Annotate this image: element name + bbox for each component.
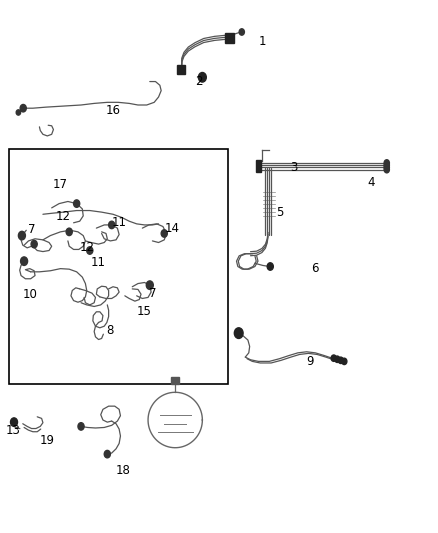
Bar — [171, 377, 179, 384]
Text: 17: 17 — [53, 179, 68, 191]
Circle shape — [384, 164, 389, 171]
Circle shape — [78, 423, 84, 430]
Bar — [9, 149, 228, 384]
Text: 6: 6 — [311, 262, 318, 274]
Text: 11: 11 — [112, 216, 127, 229]
Circle shape — [267, 263, 273, 270]
Text: 7: 7 — [28, 223, 35, 236]
Circle shape — [198, 72, 206, 82]
Text: 7: 7 — [148, 287, 156, 300]
Circle shape — [161, 230, 167, 237]
Text: 10: 10 — [22, 288, 37, 301]
Circle shape — [384, 166, 389, 173]
Circle shape — [234, 328, 243, 338]
Text: 18: 18 — [116, 464, 131, 477]
Bar — [177, 65, 185, 74]
Text: 14: 14 — [164, 222, 179, 235]
Text: 16: 16 — [106, 104, 120, 117]
Text: 12: 12 — [56, 211, 71, 223]
Circle shape — [20, 104, 26, 112]
Circle shape — [335, 356, 340, 362]
Circle shape — [104, 450, 110, 458]
Circle shape — [109, 221, 115, 229]
Text: 8: 8 — [107, 324, 114, 337]
Bar — [225, 33, 234, 43]
Text: 4: 4 — [367, 176, 375, 189]
Circle shape — [146, 281, 153, 289]
Circle shape — [342, 358, 347, 365]
Circle shape — [87, 247, 93, 254]
Circle shape — [338, 357, 343, 364]
Text: 11: 11 — [91, 256, 106, 269]
Circle shape — [384, 160, 389, 166]
Circle shape — [331, 355, 336, 361]
Text: 15: 15 — [137, 305, 152, 318]
Circle shape — [239, 29, 244, 35]
Circle shape — [74, 200, 80, 207]
Circle shape — [18, 231, 25, 240]
Circle shape — [66, 228, 72, 236]
Text: 2: 2 — [195, 75, 203, 88]
Text: 3: 3 — [290, 161, 297, 174]
Bar — [256, 160, 261, 172]
Circle shape — [21, 257, 28, 265]
Text: 12: 12 — [80, 241, 95, 254]
Circle shape — [16, 110, 21, 115]
Circle shape — [384, 162, 389, 168]
Text: 9: 9 — [306, 355, 314, 368]
Circle shape — [31, 240, 37, 248]
Text: 1: 1 — [258, 35, 266, 48]
Circle shape — [11, 418, 18, 426]
Text: 13: 13 — [6, 424, 21, 437]
Text: 5: 5 — [276, 206, 283, 219]
Text: 19: 19 — [40, 434, 55, 447]
